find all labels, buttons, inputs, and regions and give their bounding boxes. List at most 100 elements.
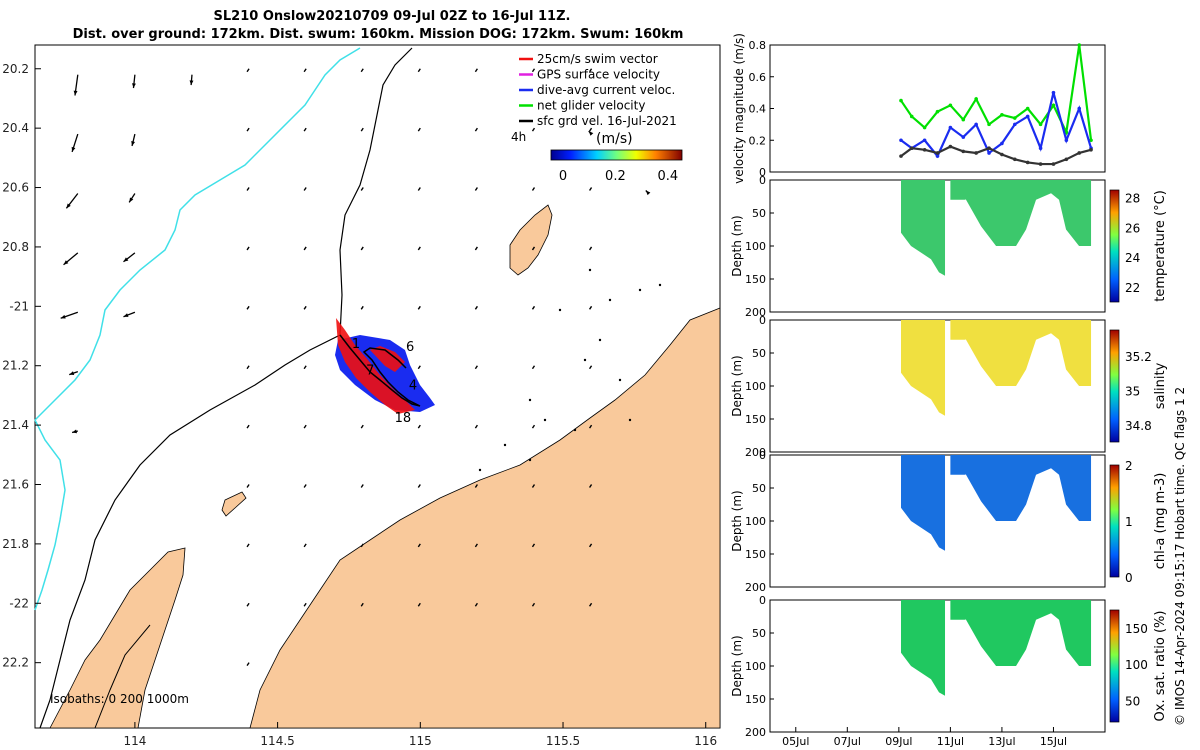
track-day-label: 7 <box>366 364 374 379</box>
section-y-tick-label: 150 <box>745 693 766 706</box>
grid-vector <box>588 246 593 251</box>
grid-vector <box>474 543 478 548</box>
section-y-tick-label: 50 <box>752 207 766 220</box>
section-y-tick-label: 150 <box>745 548 766 561</box>
time-x-tick-label: 15Jul <box>1040 735 1067 748</box>
map-x-tick-label: 116 <box>694 734 717 748</box>
section-y-tick-label: 0 <box>759 174 766 187</box>
current-vector-head <box>189 80 194 86</box>
grid-vector <box>246 484 250 488</box>
grid-vector <box>417 365 421 370</box>
velocity-point <box>1013 122 1017 127</box>
map-y-tick-label: -21 <box>9 299 29 313</box>
grid-vector <box>360 68 364 73</box>
velocity-point <box>1077 151 1082 155</box>
grid-vector <box>588 305 593 310</box>
reef-dot <box>558 308 562 312</box>
section-coverage <box>900 180 1092 276</box>
section-colorbar-tick: 2 <box>1125 459 1133 473</box>
section-coverage <box>900 455 1092 551</box>
velocity-point <box>909 146 914 150</box>
current-vector-head <box>73 90 78 96</box>
grid-vector <box>303 484 307 488</box>
current-vector-head <box>63 260 69 265</box>
velocity-series-line <box>900 145 1092 166</box>
mainland <box>249 307 721 729</box>
velocity-point <box>987 122 991 127</box>
grid-vector <box>474 68 478 73</box>
grid-vector <box>246 246 250 251</box>
reef-dot <box>598 338 602 342</box>
section-ylabel: Depth (m) <box>730 215 744 276</box>
time-x-tick-label: 07Jul <box>834 735 861 748</box>
velocity-point <box>1089 147 1093 152</box>
grid-vector <box>360 424 364 429</box>
reef-dot <box>618 378 622 382</box>
velocity-point <box>1000 113 1004 117</box>
current-vector-head <box>71 146 76 152</box>
grid-vector <box>588 424 593 429</box>
section-colorbar-tick: 24 <box>1125 251 1140 265</box>
grid-vector <box>588 365 593 370</box>
velocity-point <box>935 151 940 155</box>
grid-vector <box>246 365 250 370</box>
grid-vector <box>531 68 536 73</box>
velocity-point <box>1000 141 1004 146</box>
velocity-point <box>899 98 903 103</box>
speed-colorbar-tick: 0.4 <box>657 169 678 184</box>
map-y-tick-label: 20.4 <box>2 121 29 135</box>
map-axes: 114 114.5 115 115.5 116 20.2 20.4 20.6 20.8 -21 21… <box>2 62 717 748</box>
grid-vector <box>360 246 364 251</box>
section-y-tick-label: 150 <box>745 273 766 286</box>
grid-vector <box>246 602 250 607</box>
section-y-tick-label: 200 <box>745 581 766 594</box>
grid-vector <box>360 187 364 191</box>
map-legend: 25cm/s swim vector GPS surface velocitydi… <box>511 52 683 184</box>
section-y-tick-label: 200 <box>745 306 766 319</box>
grid-vector <box>531 365 536 370</box>
map-y-tick-label: 20.8 <box>2 240 29 254</box>
grid-vector <box>360 127 364 132</box>
map-y-tick-label: 20.2 <box>2 62 29 76</box>
grid-vector <box>303 305 307 310</box>
section-colorbar <box>1109 464 1120 578</box>
reef-dot <box>528 458 532 462</box>
track-day-label: 4 <box>409 378 417 393</box>
grid-vector <box>303 365 307 370</box>
velocity-point <box>1013 116 1017 120</box>
section-colorbar <box>1109 609 1120 723</box>
velocity-point <box>1077 106 1082 111</box>
small-island <box>221 491 247 517</box>
section-coverage <box>900 320 1092 416</box>
legend-label: 25cm/s swim vector <box>537 52 658 66</box>
grid-vector <box>246 543 250 548</box>
velocity-point <box>922 138 927 143</box>
velocity-point <box>961 117 966 122</box>
map-x-tick-label: 114 <box>123 734 146 748</box>
section-colorbar-tick: 0 <box>1125 571 1133 585</box>
grid-vector <box>303 543 307 548</box>
isobath-200m <box>94 624 151 729</box>
section-colorbar-tick: 100 <box>1125 658 1148 672</box>
reef-dot <box>478 468 482 472</box>
current-vector-head <box>129 197 134 203</box>
grid-vector <box>474 127 478 132</box>
reef-dot <box>573 428 577 432</box>
grid-vector <box>303 127 307 132</box>
section-colorbar-tick: 1 <box>1125 515 1133 529</box>
grid-vector <box>474 246 478 251</box>
time-x-tick-label: 09Jul <box>885 735 912 748</box>
reef-dot <box>503 443 507 447</box>
velocity-point <box>1013 157 1017 162</box>
grid-vector <box>246 127 250 132</box>
velocity-point <box>1038 146 1043 150</box>
map-y-tick-label: 21.8 <box>2 537 29 551</box>
map-y-tick-label: 21.4 <box>2 418 29 432</box>
legend-label: sfc grd vel. 16-Jul-2021 <box>537 114 677 128</box>
grid-vector <box>474 365 478 370</box>
grid-vector <box>531 424 536 429</box>
reef-dot <box>583 358 587 362</box>
section-colorbar <box>1109 329 1120 443</box>
section-colorbar-tick: 34.8 <box>1125 419 1152 433</box>
